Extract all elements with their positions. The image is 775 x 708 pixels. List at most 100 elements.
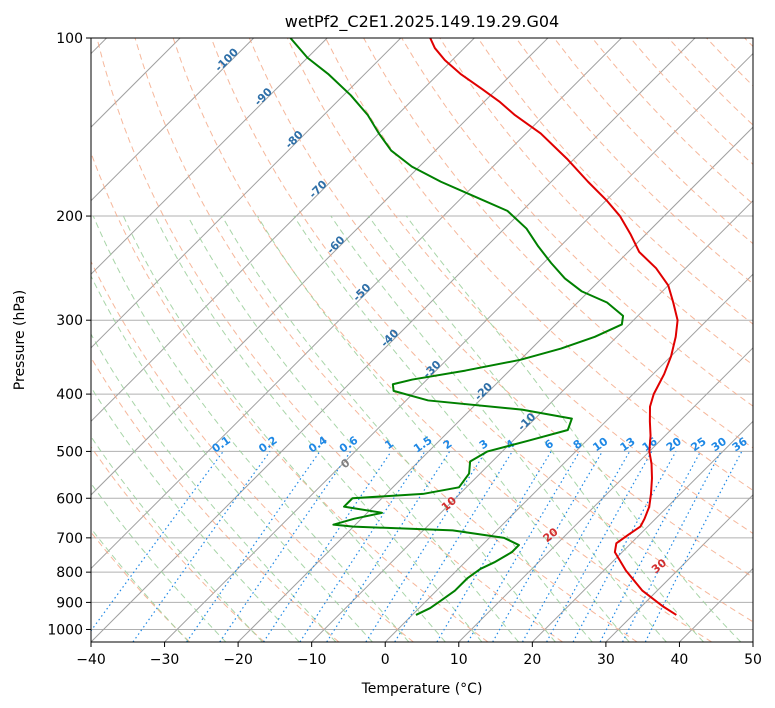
moist-adiabat bbox=[91, 435, 263, 642]
x-tick-label: −40 bbox=[76, 652, 106, 668]
moist-adiabat bbox=[92, 215, 410, 642]
x-tick-label: 50 bbox=[744, 652, 762, 668]
mixing-ratio-line bbox=[644, 451, 743, 642]
mixing-ratio-label: 0.4 bbox=[306, 433, 330, 455]
dry-adiabat bbox=[210, 38, 753, 623]
isotherm-label: -60 bbox=[324, 233, 347, 256]
mixing-ratio-line bbox=[132, 451, 271, 642]
isotherm-label: -50 bbox=[350, 281, 373, 304]
dry-adiabat bbox=[706, 38, 753, 87]
y-tick-label: 900 bbox=[56, 595, 83, 611]
dewpoint-line bbox=[289, 38, 625, 616]
y-tick-label: 1000 bbox=[47, 622, 83, 638]
moist-adiabat bbox=[405, 215, 742, 642]
moist-adiabat bbox=[221, 215, 556, 642]
isotherm-line bbox=[752, 641, 753, 642]
isotherm-line bbox=[91, 38, 696, 642]
moist-adiabat bbox=[91, 274, 373, 642]
y-tick-label: 700 bbox=[56, 531, 83, 547]
isotherm-line bbox=[458, 347, 753, 642]
dry-adiabat bbox=[325, 38, 753, 491]
profiles bbox=[289, 38, 679, 616]
chart-title: wetPf2_C2E1.2025.149.19.29.G04 bbox=[285, 12, 559, 32]
dry-adiabat bbox=[248, 38, 753, 578]
dry-adiabat bbox=[91, 260, 414, 642]
x-tick-label: 10 bbox=[450, 652, 468, 668]
x-tick-label: −30 bbox=[150, 652, 180, 668]
mixing-ratio-line bbox=[467, 451, 581, 642]
dry-adiabat bbox=[744, 38, 753, 48]
x-axis: −40 −30 −20 −10 0 10 20 30 40 50 bbox=[76, 642, 762, 668]
moist-adiabat bbox=[368, 215, 704, 642]
moist-adiabat bbox=[91, 386, 300, 642]
dry-adiabat bbox=[668, 38, 753, 126]
isotherm-label: -100 bbox=[212, 45, 241, 74]
background-lines bbox=[91, 38, 753, 642]
mixing-ratio-line bbox=[299, 451, 426, 642]
temperature-line bbox=[429, 38, 679, 616]
dry-adiabat bbox=[591, 38, 753, 205]
isotherm-label: -70 bbox=[306, 177, 329, 200]
dry-adiabat-label: 40 bbox=[760, 584, 775, 604]
isotherm-line bbox=[384, 273, 753, 642]
dry-adiabat bbox=[96, 38, 563, 642]
y-tick-label: 600 bbox=[56, 491, 83, 507]
moist-adiabat bbox=[91, 527, 190, 642]
mixing-ratio-label: 0.6 bbox=[337, 433, 361, 455]
x-tick-label: 30 bbox=[597, 652, 615, 668]
mixing-ratio-label: 0.1 bbox=[209, 434, 232, 456]
dry-adiabat bbox=[439, 38, 753, 366]
y-axis: 1000 900 800 700 600 500 400 300 200 100 bbox=[47, 31, 91, 638]
dry-adiabat bbox=[91, 445, 265, 642]
mixing-ratio-line bbox=[521, 451, 631, 642]
mixing-ratio-line bbox=[436, 451, 552, 642]
moist-adiabat bbox=[91, 333, 337, 642]
y-tick-label: 300 bbox=[56, 313, 83, 329]
isotherm-label: -10 bbox=[515, 410, 538, 433]
dry-adiabat-label: 30 bbox=[649, 556, 669, 576]
isotherm-line bbox=[91, 38, 622, 570]
mixing-ratio-label: 2 bbox=[441, 437, 455, 452]
moist-adiabat bbox=[293, 215, 630, 642]
x-tick-label: −20 bbox=[223, 652, 253, 668]
isotherm-line bbox=[531, 420, 753, 642]
dry-adiabat bbox=[172, 38, 713, 642]
moist-adiabat bbox=[257, 215, 593, 642]
mixing-ratio-label: 1.5 bbox=[411, 434, 434, 456]
isotherm-line bbox=[679, 567, 753, 642]
moist-adiabat bbox=[122, 215, 446, 642]
isotherm-line bbox=[164, 52, 753, 642]
dry-adiabat bbox=[91, 531, 191, 642]
mixing-ratio-line bbox=[326, 451, 451, 642]
moist-adiabat bbox=[187, 215, 520, 642]
y-axis-title: Pressure (hPa) bbox=[12, 290, 28, 390]
x-axis-title: Temperature (°C) bbox=[361, 681, 483, 697]
isotherm-line bbox=[91, 38, 402, 349]
isotherm-line bbox=[605, 494, 753, 642]
plot-frame bbox=[90, 37, 754, 643]
mixing-ratio-line bbox=[365, 451, 487, 642]
mixing-ratio-line bbox=[263, 451, 392, 642]
mixing-ratio-line bbox=[186, 451, 321, 642]
mixing-ratio-line bbox=[546, 451, 653, 642]
dry-adiabat bbox=[477, 38, 753, 325]
x-tick-label: 20 bbox=[523, 652, 541, 668]
mixing-ratio-line bbox=[219, 451, 352, 642]
y-tick-label: 100 bbox=[56, 31, 83, 47]
dry-adiabat bbox=[515, 38, 753, 285]
y-tick-label: 500 bbox=[56, 444, 83, 460]
mixing-ratio-line bbox=[91, 451, 224, 632]
dry-adiabat bbox=[91, 151, 489, 642]
dry-adiabat bbox=[134, 38, 638, 642]
background-labels: 0.1 0.2 0.4 0.6 1 1.5 2 3 4 6 8 10 13 16 20 25 30 36-100-… bbox=[209, 45, 775, 604]
moist-adiabat bbox=[330, 215, 667, 642]
y-tick-label: 800 bbox=[56, 565, 83, 581]
mixing-ratio-line bbox=[394, 451, 513, 642]
isotherm-label: -80 bbox=[283, 128, 306, 151]
isotherm-line bbox=[91, 38, 549, 496]
mixing-ratio-label: 3 bbox=[477, 437, 491, 452]
dry-adiabat bbox=[286, 38, 753, 535]
isotherm-line bbox=[91, 38, 475, 423]
dry-adiabat bbox=[91, 356, 340, 642]
